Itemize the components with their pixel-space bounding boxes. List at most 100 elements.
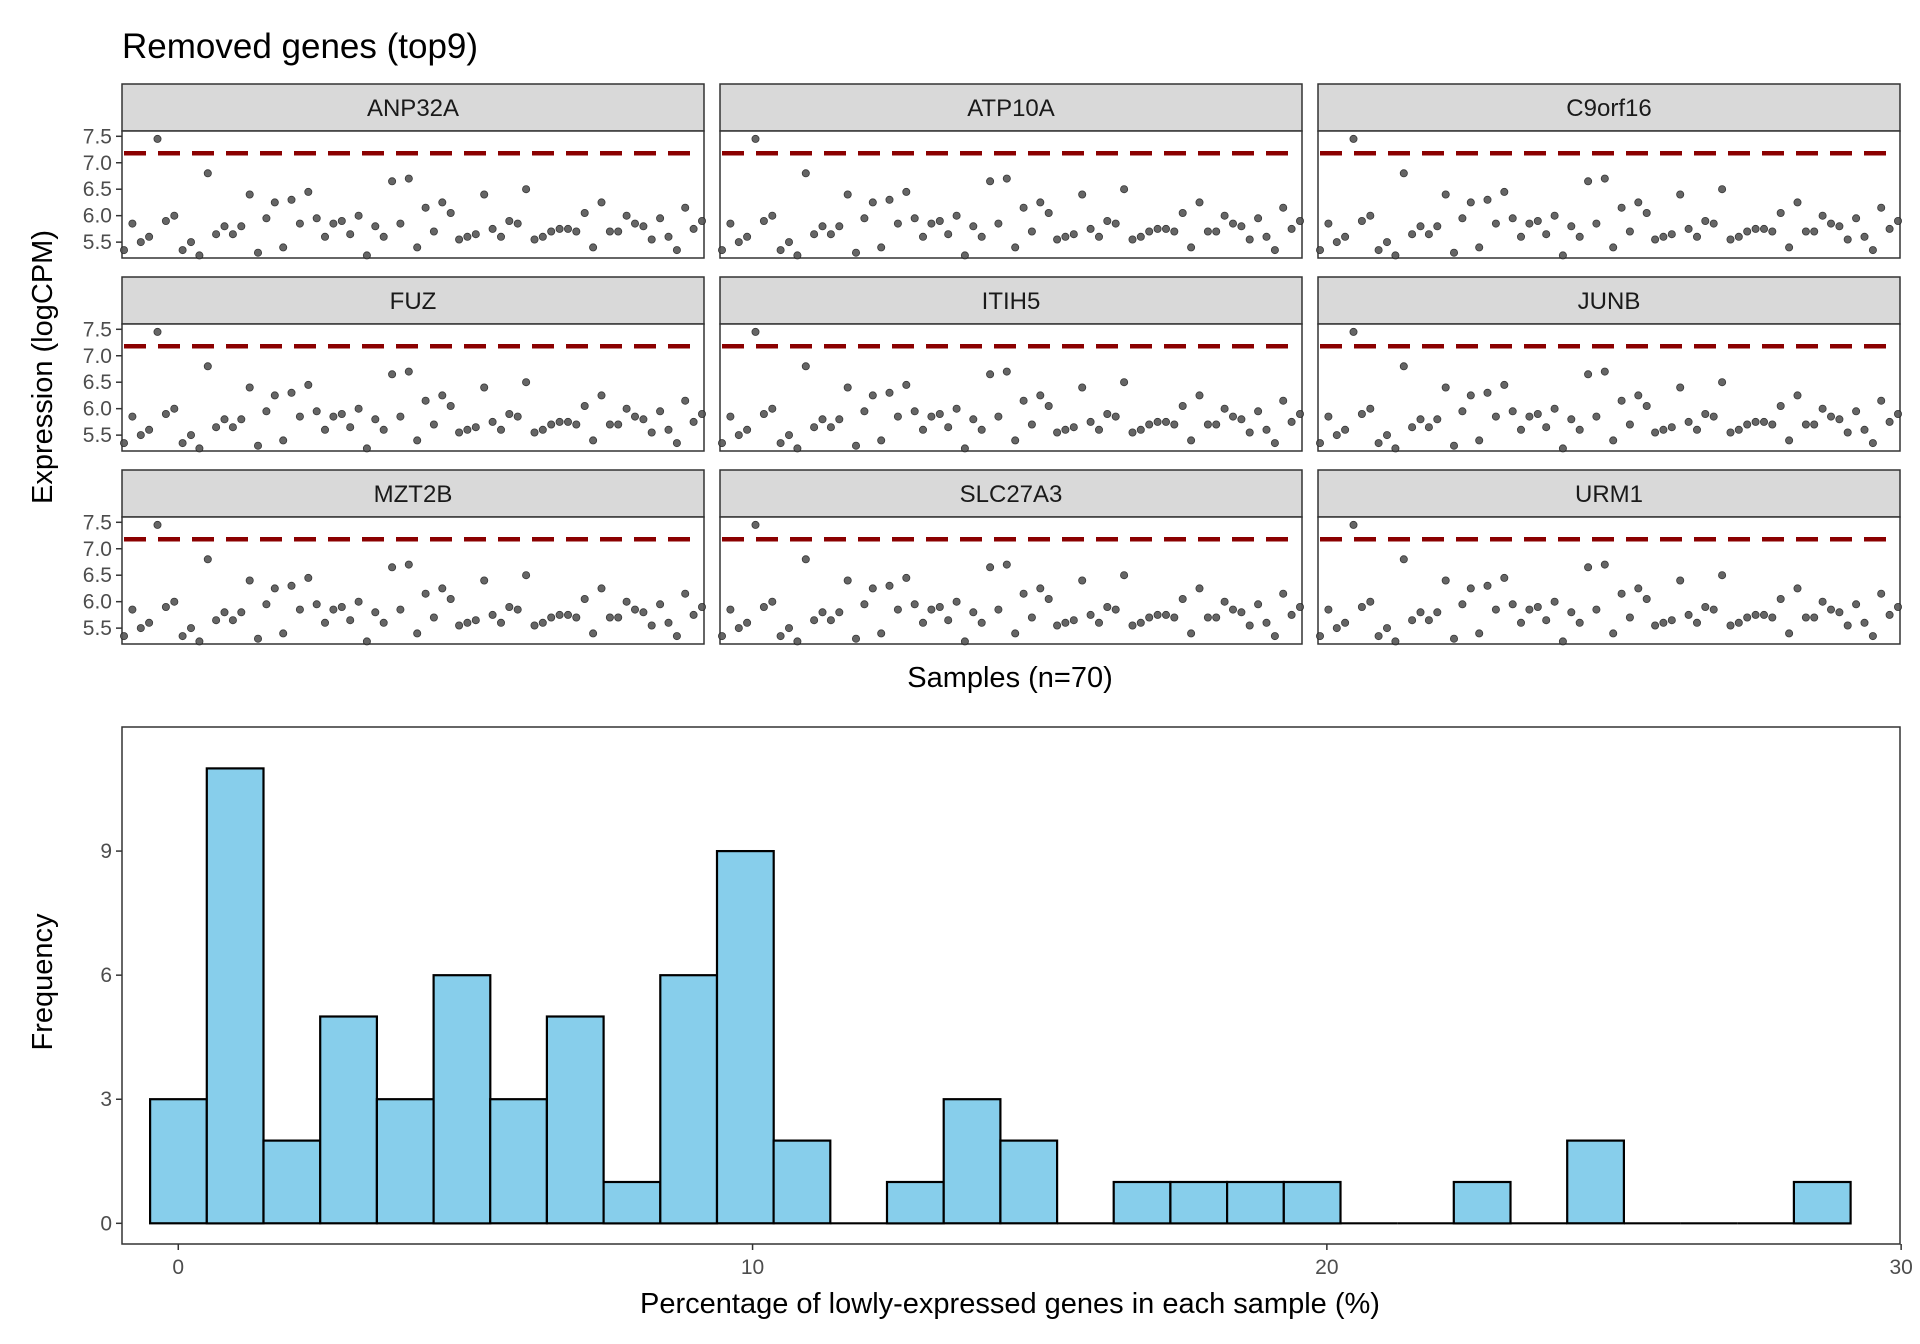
sample-point xyxy=(1424,423,1433,432)
sample-point xyxy=(1458,407,1467,416)
sample-point xyxy=(1810,420,1819,429)
sample-point xyxy=(1600,174,1609,183)
sample-point xyxy=(751,520,760,529)
sample-point xyxy=(1533,216,1542,225)
sample-point xyxy=(320,618,329,627)
histogram-bar xyxy=(1792,1180,1852,1225)
sample-point xyxy=(1483,581,1492,590)
sample-point xyxy=(1709,219,1718,228)
sample-point xyxy=(868,584,877,593)
sample-point xyxy=(1533,409,1542,418)
sample-point xyxy=(1843,428,1852,437)
sample-point xyxy=(362,637,371,646)
sample-point xyxy=(1262,232,1271,241)
sample-point xyxy=(935,216,944,225)
sample-point xyxy=(1324,412,1333,421)
sample-point xyxy=(1053,235,1062,244)
sample-point xyxy=(145,618,154,627)
histogram-bar xyxy=(602,1180,662,1225)
sample-point xyxy=(304,187,313,196)
sample-point xyxy=(969,222,978,231)
sample-point xyxy=(1111,412,1120,421)
y-tick-label: 7.0 xyxy=(83,345,112,368)
sample-point xyxy=(153,134,162,143)
sample-point xyxy=(785,624,794,633)
sample-point xyxy=(337,603,346,612)
sample-point xyxy=(818,608,827,617)
sample-point xyxy=(1810,613,1819,622)
sample-point xyxy=(1332,431,1341,440)
sample-point xyxy=(1776,208,1785,217)
sample-point xyxy=(178,439,187,448)
sample-point xyxy=(689,610,698,619)
sample-point xyxy=(885,581,894,590)
sample-point xyxy=(1254,214,1263,223)
sample-point xyxy=(944,230,953,239)
sample-point xyxy=(1044,401,1053,410)
sample-point xyxy=(785,238,794,247)
sample-point xyxy=(801,169,810,178)
sample-point xyxy=(1466,198,1475,207)
sample-point xyxy=(826,616,835,625)
sample-point xyxy=(1508,600,1517,609)
sample-point xyxy=(1491,412,1500,421)
sample-point xyxy=(1500,573,1509,582)
sample-point xyxy=(1768,613,1777,622)
sample-point xyxy=(496,425,505,434)
facet-strip-label: MZT2B xyxy=(374,481,453,508)
sample-point xyxy=(455,621,464,630)
sample-point xyxy=(1349,327,1358,336)
sample-point xyxy=(1877,396,1886,405)
sample-point xyxy=(530,428,539,437)
sample-point xyxy=(1212,227,1221,236)
sample-point xyxy=(480,190,489,199)
sample-point xyxy=(203,362,212,371)
facet-strip-label: URM1 xyxy=(1575,481,1643,508)
y-tick-label: 7.5 xyxy=(83,511,112,534)
sample-point xyxy=(1103,216,1112,225)
histogram-x-axis-label: Percentage of lowly-expressed genes in e… xyxy=(640,1288,1380,1320)
sample-point xyxy=(279,243,288,252)
sample-point xyxy=(329,412,338,421)
sample-point xyxy=(1366,211,1375,220)
sample-point xyxy=(1642,208,1651,217)
sample-point xyxy=(505,216,514,225)
facet-strip xyxy=(121,276,705,325)
sample-point xyxy=(1332,624,1341,633)
sample-point xyxy=(656,214,665,223)
y-tick-label: 5.5 xyxy=(83,231,112,254)
sample-point xyxy=(1835,608,1844,617)
sample-point xyxy=(1128,621,1137,630)
sample-point xyxy=(1086,417,1095,426)
sample-point xyxy=(237,608,246,617)
sample-point xyxy=(346,423,355,432)
sample-point xyxy=(1667,616,1676,625)
sample-point xyxy=(986,177,995,186)
sample-point xyxy=(910,600,919,609)
sample-point xyxy=(969,608,978,617)
sample-point xyxy=(220,608,229,617)
sample-point xyxy=(689,417,698,426)
sample-point xyxy=(1433,415,1442,424)
sample-point xyxy=(1341,618,1350,627)
sample-point xyxy=(743,425,752,434)
sample-point xyxy=(1827,412,1836,421)
y-tick-label: 6.5 xyxy=(83,178,112,201)
sample-point xyxy=(1391,251,1400,260)
histogram-bar xyxy=(205,767,265,1225)
sample-point xyxy=(329,605,338,614)
sample-point xyxy=(952,597,961,606)
sample-point xyxy=(1078,190,1087,199)
sample-point xyxy=(1458,600,1467,609)
sample-point xyxy=(1617,589,1626,598)
sample-point xyxy=(513,605,522,614)
sample-point xyxy=(1128,235,1137,244)
sample-point xyxy=(1136,232,1145,241)
sample-point xyxy=(1600,560,1609,569)
y-tick-label: 7.0 xyxy=(83,152,112,175)
sample-point xyxy=(346,616,355,625)
sample-point xyxy=(1827,219,1836,228)
sample-point xyxy=(262,600,271,609)
sample-point xyxy=(1550,597,1559,606)
